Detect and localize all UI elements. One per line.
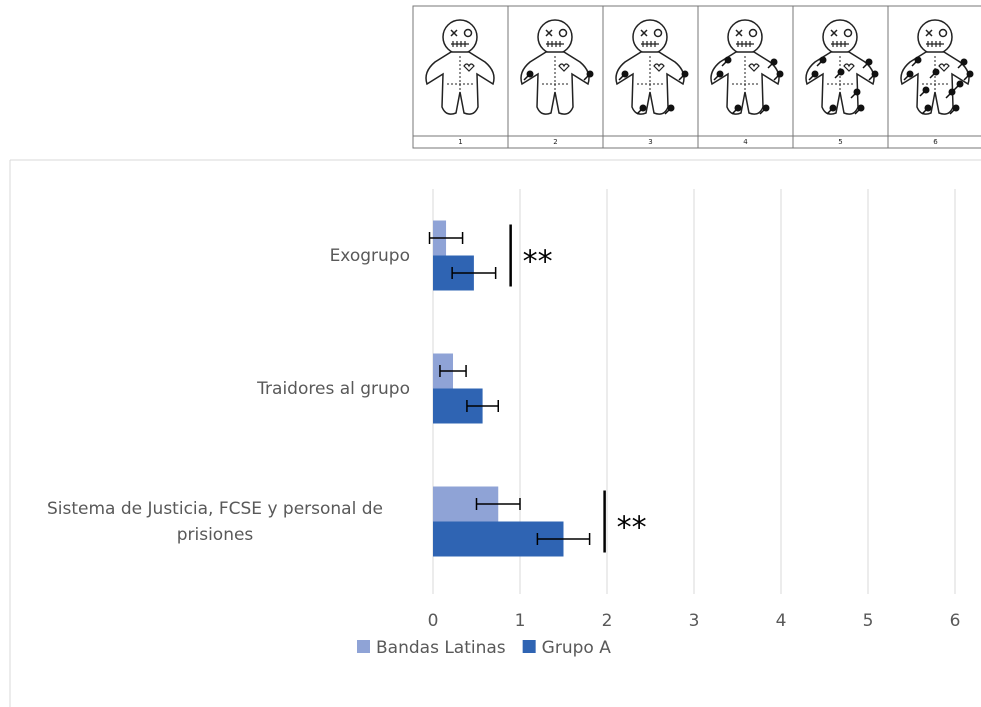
x-tick-label: 2 xyxy=(602,611,613,631)
pin-head xyxy=(924,104,932,112)
pin-head xyxy=(932,68,940,76)
pin-head xyxy=(829,104,837,112)
panel-label: 1 xyxy=(458,138,462,146)
panel-label: 5 xyxy=(838,138,842,146)
x-tick-label: 4 xyxy=(776,611,787,631)
legend-label: Grupo A xyxy=(542,638,612,658)
panel-label: 4 xyxy=(743,138,748,146)
pin-head xyxy=(681,70,689,78)
error-bar xyxy=(451,267,497,279)
legend-swatch xyxy=(522,640,536,653)
error-bar xyxy=(466,400,499,412)
pin-head xyxy=(667,104,675,112)
panel-label: 6 xyxy=(933,138,938,146)
x-tick-label: 6 xyxy=(950,611,961,631)
pin-head xyxy=(966,70,974,78)
error-bar xyxy=(439,365,467,377)
error-bar xyxy=(428,232,464,244)
x-tick-label: 1 xyxy=(515,611,526,631)
pin-head xyxy=(639,104,647,112)
error-bar xyxy=(475,498,521,510)
pin-head xyxy=(586,70,594,78)
panel-label: 2 xyxy=(553,138,557,146)
pin-head xyxy=(865,58,873,66)
pin-head xyxy=(837,68,845,76)
pin-head xyxy=(526,70,534,78)
pin-head xyxy=(871,70,879,78)
pin-head xyxy=(811,70,819,78)
pin-head xyxy=(716,70,724,78)
pin-head xyxy=(776,70,784,78)
pin-head xyxy=(724,56,732,64)
legend-label: Bandas Latinas xyxy=(376,638,506,658)
significance-label: ** xyxy=(523,245,553,280)
legend-swatch xyxy=(357,640,370,653)
pin-head xyxy=(952,104,960,112)
pin-head xyxy=(734,104,742,112)
panel-label: 3 xyxy=(648,138,652,146)
pin-head xyxy=(621,70,629,78)
pin-head xyxy=(819,56,827,64)
pin-head xyxy=(922,86,930,94)
pin-head xyxy=(857,104,865,112)
pin-head xyxy=(960,58,968,66)
image-strip: 1 2 3 4 5 6 xyxy=(412,5,981,149)
category-label: Exogrupo xyxy=(329,245,410,266)
pin-head xyxy=(948,88,956,96)
significance-label: ** xyxy=(617,511,647,546)
x-tick-label: 5 xyxy=(863,611,874,631)
error-bar xyxy=(536,533,591,545)
category-label: Sistema de Justicia, FCSE y personal de … xyxy=(47,498,383,545)
pin-head xyxy=(906,70,914,78)
pin-head xyxy=(956,80,964,88)
strip-frame xyxy=(412,5,981,149)
x-tick-label: 0 xyxy=(428,611,439,631)
pin-head xyxy=(853,88,861,96)
pin-head xyxy=(770,58,778,66)
category-label: Traidores al grupo xyxy=(257,378,410,399)
x-tick-label: 3 xyxy=(689,611,700,631)
pin-head xyxy=(762,104,770,112)
pin-head xyxy=(914,56,922,64)
